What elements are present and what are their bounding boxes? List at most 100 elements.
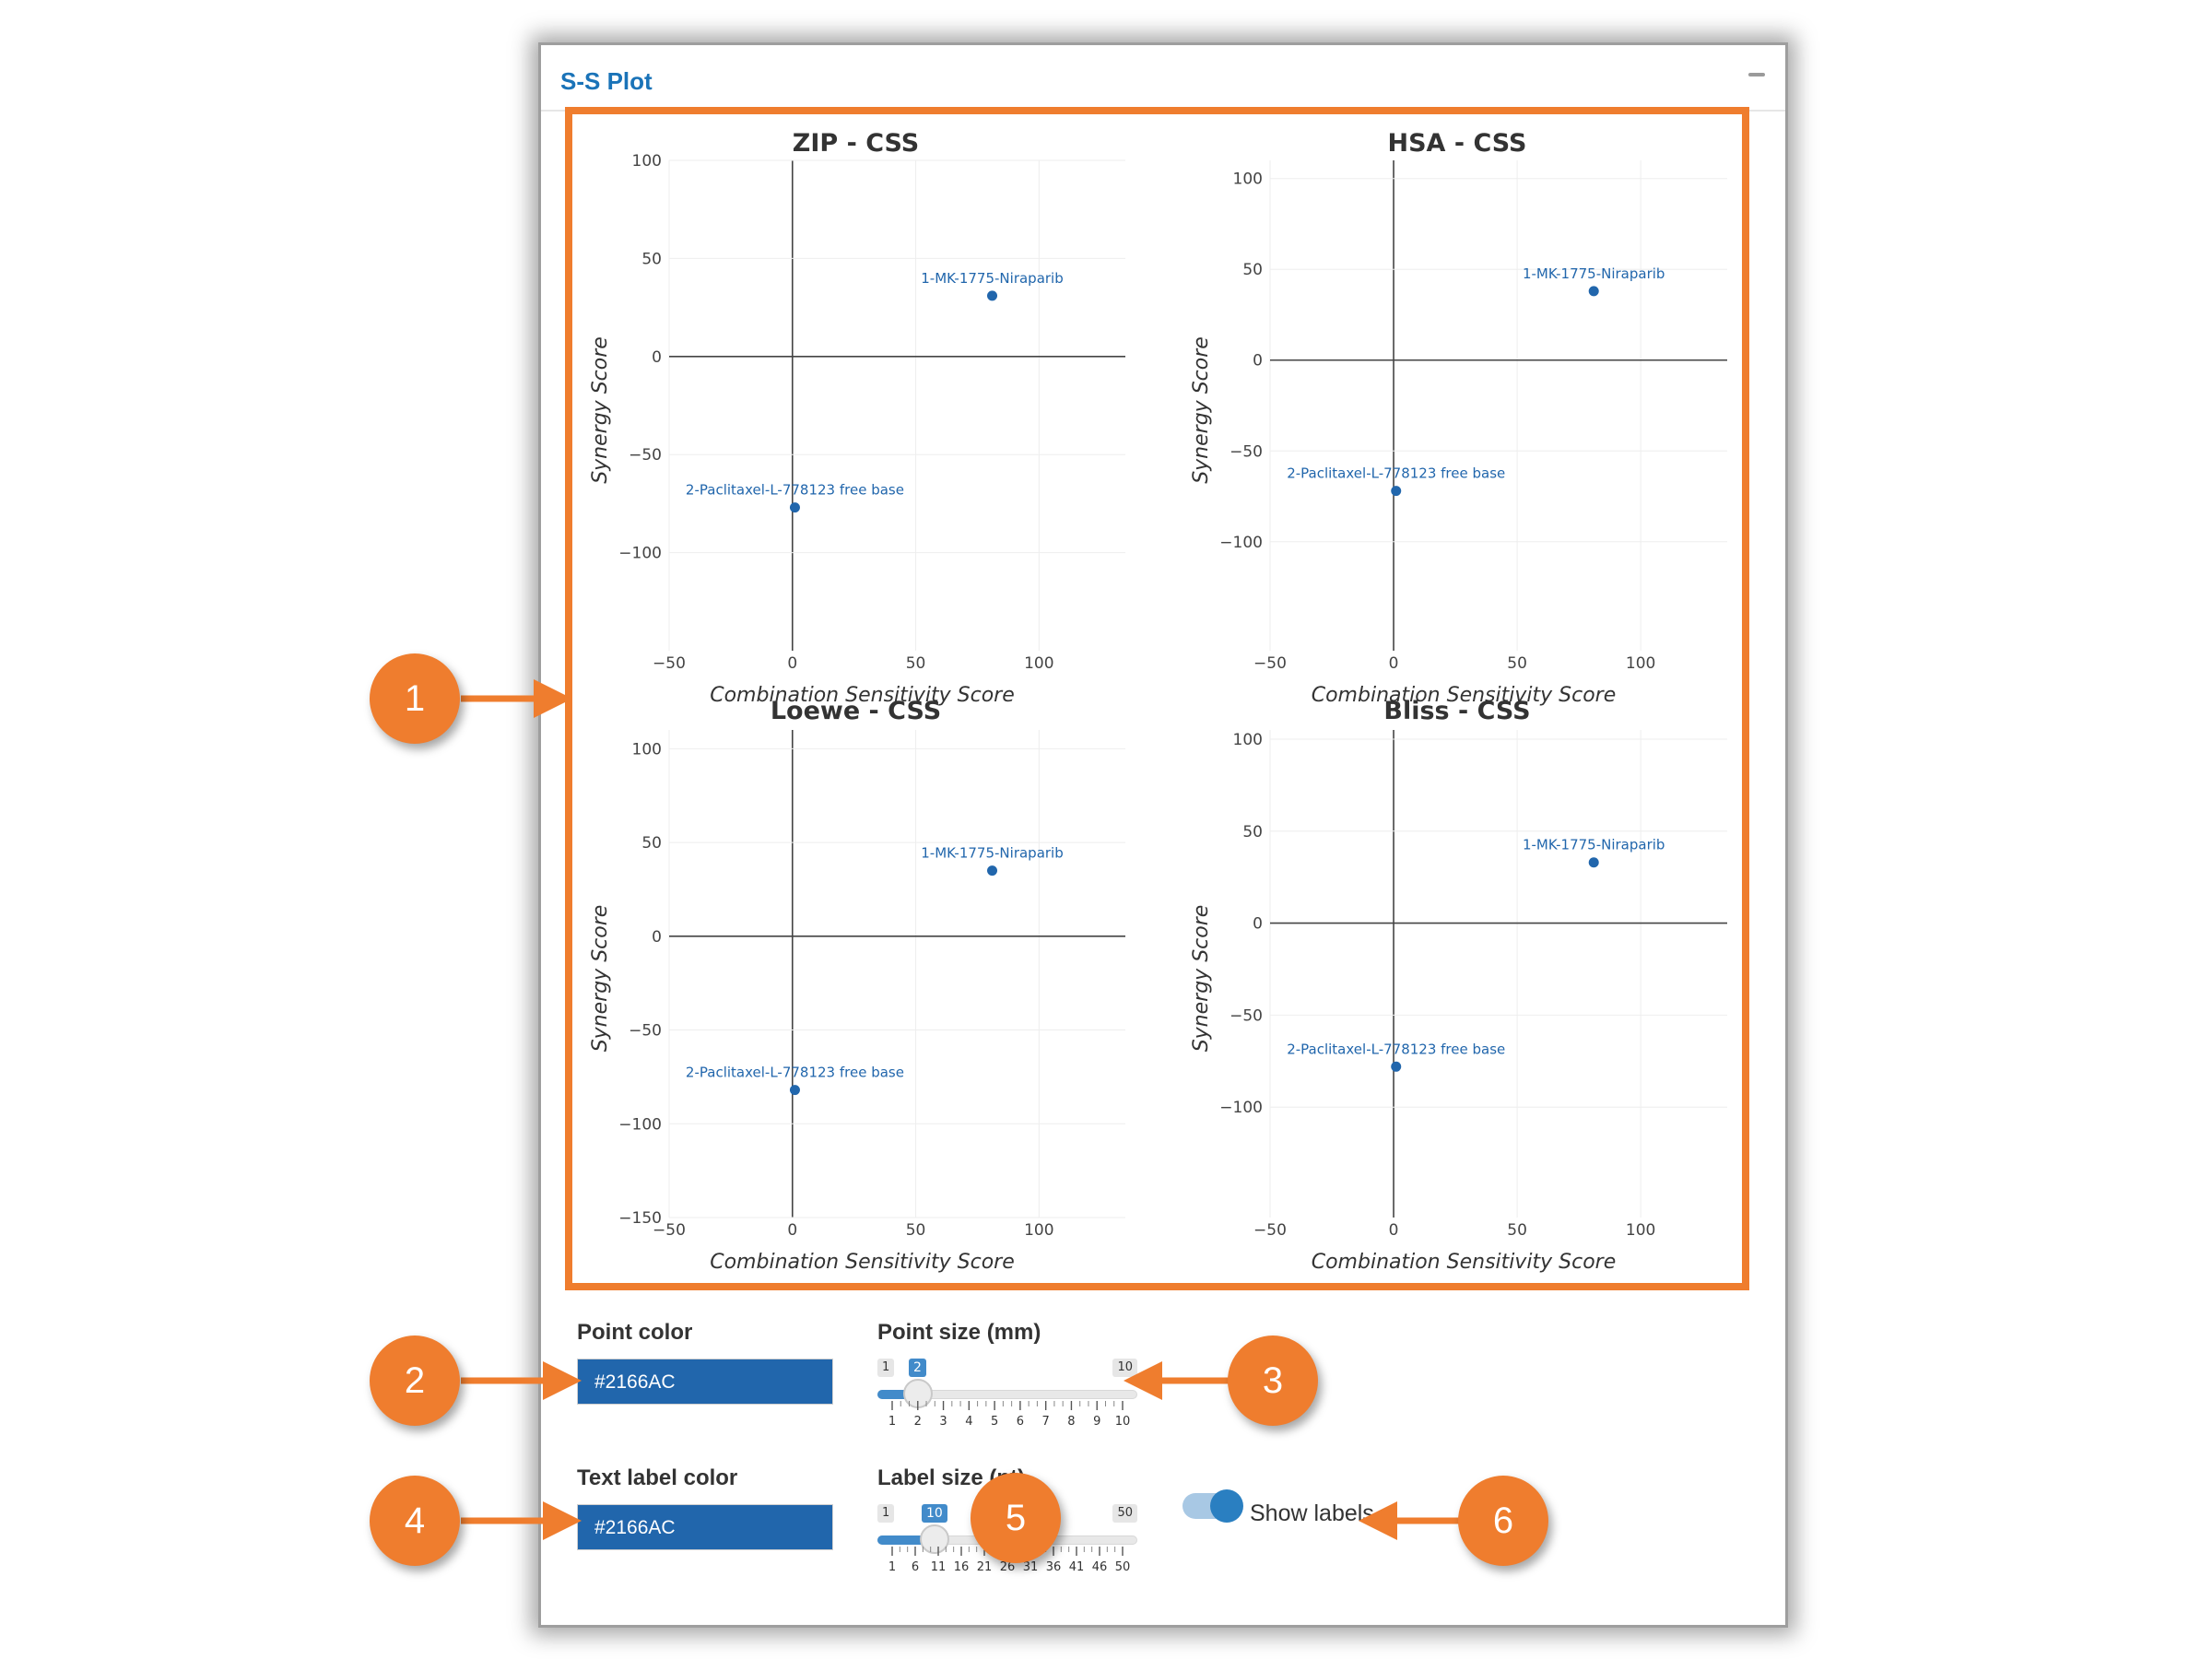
data-point [987, 290, 998, 301]
minimize-icon[interactable] [1748, 73, 1765, 76]
x-tick-label: 100 [1024, 654, 1053, 673]
slider-tick-label: 50 [1115, 1560, 1131, 1574]
point-label: 2-Paclitaxel-L-778123 free base [1287, 465, 1505, 482]
slider-tick-label: 1 [888, 1560, 896, 1574]
x-tick-label: −50 [1253, 654, 1287, 673]
label-size-min: 1 [877, 1504, 895, 1523]
y-tick-label: −100 [618, 545, 662, 563]
x-tick-label: −50 [653, 1221, 686, 1240]
chart-0: −50 0 50 100 100 50 0 −50 −100 ZIP - CSS Combinati… [589, 129, 1125, 707]
x-axis-label: Combination Sensitivity Score [710, 1251, 1015, 1274]
point-label: 2-Paclitaxel-L-778123 free base [686, 1065, 904, 1081]
ss-plots-svg: −50 0 50 100 100 50 0 −50 −100 ZIP - CSS Combinati… [589, 129, 1727, 1274]
callout-5: 5 [971, 1473, 1061, 1563]
slider-tick-label: 11 [931, 1560, 947, 1574]
data-point [987, 865, 998, 877]
chart-1: −50 0 50 100 100 50 0 −50 −100 HSA - CSS Combinati… [1190, 129, 1727, 707]
slider-tick-label: 8 [1067, 1415, 1075, 1429]
y-tick-label: 50 [641, 250, 662, 268]
y-tick-label: 0 [1253, 352, 1263, 371]
label-size-handle[interactable] [919, 1524, 949, 1554]
show-labels-label: Show labels [1250, 1500, 1374, 1526]
callout-1: 1 [370, 653, 460, 744]
y-tick-label: −50 [1230, 1006, 1263, 1025]
callout-6: 6 [1458, 1476, 1548, 1566]
text-label-color-input[interactable]: #2166AC [577, 1504, 833, 1550]
slider-tick-label: 6 [912, 1560, 919, 1574]
plots-area: −50 0 50 100 100 50 0 −50 −100 ZIP - CSS Combinati… [538, 107, 1783, 1296]
chart-3: −50 0 50 100 100 50 0 −50 −100 Bliss - CSS Combina… [1190, 697, 1727, 1274]
show-labels-toggle[interactable] [1182, 1489, 1243, 1523]
slider-tick-label: 26 [1000, 1560, 1016, 1574]
x-tick-label: 0 [787, 654, 797, 673]
y-axis-label: Synergy Score [1190, 336, 1213, 484]
label-size-max: 50 [1112, 1504, 1137, 1523]
x-tick-label: 100 [1626, 654, 1655, 673]
x-tick-label: 100 [1024, 1221, 1053, 1240]
slider-tick-label: 7 [1042, 1415, 1050, 1429]
chart-title: HSA - CSS [1388, 129, 1527, 158]
y-tick-label: −50 [1230, 442, 1263, 461]
toggle-knob [1210, 1489, 1243, 1523]
y-tick-label: −100 [618, 1115, 662, 1134]
data-point [1588, 857, 1599, 868]
point-color-input[interactable]: #2166AC [577, 1359, 833, 1405]
point-size-value: 2 [909, 1359, 926, 1377]
x-tick-label: 0 [787, 1221, 797, 1240]
slider-tick-label: 6 [1017, 1415, 1024, 1429]
data-point [789, 1085, 800, 1096]
y-axis-label: Synergy Score [589, 336, 612, 484]
point-size-min: 1 [877, 1359, 895, 1377]
chart-title: Loewe - CSS [771, 697, 941, 725]
data-point [789, 502, 800, 513]
slider-tick-label: 21 [977, 1560, 993, 1574]
y-tick-label: 0 [1253, 915, 1263, 934]
slider-tick-label: 2 [914, 1415, 922, 1429]
x-tick-label: 50 [1507, 1221, 1527, 1240]
slider-tick-label: 9 [1093, 1415, 1100, 1429]
slider-tick-label: 1 [888, 1415, 896, 1429]
x-tick-label: −50 [653, 654, 686, 673]
point-label: 2-Paclitaxel-L-778123 free base [686, 482, 904, 499]
point-size-ticks: 1 2 3 4 5 6 7 8 9 10 [888, 1401, 1131, 1429]
callout-4: 4 [370, 1476, 460, 1566]
x-tick-label: 0 [1389, 654, 1399, 673]
x-tick-label: 50 [906, 1221, 926, 1240]
y-axis-label: Synergy Score [1190, 905, 1213, 1053]
slider-tick-label: 3 [939, 1415, 947, 1429]
point-size-fill [877, 1390, 918, 1399]
y-tick-label: 100 [632, 152, 662, 171]
x-tick-label: 0 [1389, 1221, 1399, 1240]
chart-title: Bliss - CSS [1383, 697, 1530, 725]
slider-tick-label: 10 [1115, 1415, 1131, 1429]
y-tick-label: 0 [652, 928, 662, 947]
y-tick-label: 50 [641, 834, 662, 853]
x-tick-label: 100 [1626, 1221, 1655, 1240]
x-tick-label: 50 [1507, 654, 1527, 673]
callout-3: 3 [1228, 1335, 1318, 1426]
chart-title: ZIP - CSS [793, 129, 919, 158]
point-label: 1-MK-1775-Niraparib [921, 845, 1063, 862]
x-axis-label: Combination Sensitivity Score [1312, 684, 1617, 707]
slider-tick-label: 41 [1069, 1560, 1085, 1574]
chart-2: −50 0 50 100 100 50 0 −50 −100 −150 Loewe - CSS Com… [589, 697, 1125, 1274]
x-tick-label: 50 [906, 654, 926, 673]
slider-tick-label: 16 [954, 1560, 970, 1574]
y-tick-label: 100 [1233, 731, 1263, 749]
point-label: 1-MK-1775-Niraparib [921, 270, 1063, 287]
y-tick-label: −100 [1219, 534, 1263, 552]
y-axis-label: Synergy Score [589, 905, 612, 1053]
y-tick-label: −150 [618, 1209, 662, 1228]
label-size-ticks: 1 6 11 16 21 26 31 36 41 46 50 [888, 1547, 1131, 1574]
y-tick-label: −50 [629, 446, 662, 465]
point-label: 1-MK-1775-Niraparib [1523, 837, 1665, 853]
slider-tick-label: 31 [1023, 1560, 1039, 1574]
x-axis-label: Combination Sensitivity Score [1312, 1251, 1617, 1274]
slider-tick-label: 4 [965, 1415, 972, 1429]
label-size-value: 10 [922, 1504, 947, 1523]
data-point [1391, 486, 1402, 497]
text-label-color-label: Text label color [577, 1465, 738, 1490]
y-tick-label: −100 [1219, 1099, 1263, 1117]
point-color-label: Point color [577, 1320, 693, 1345]
